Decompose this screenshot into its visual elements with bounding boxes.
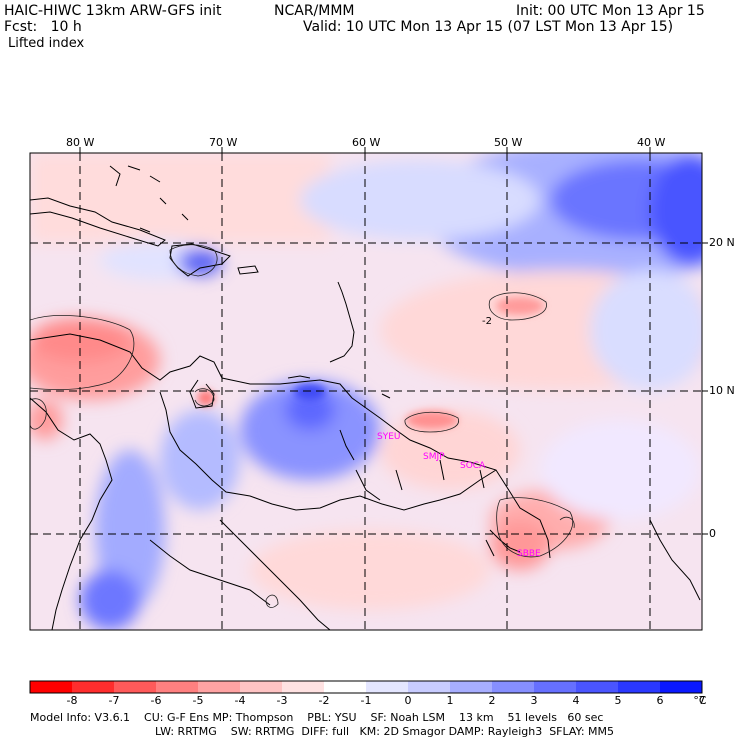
colorbar-swatch [576, 681, 619, 693]
lon-label-70w: 70 W [209, 136, 238, 149]
colorbar-swatch [492, 681, 535, 693]
contour-label: -2 [482, 316, 492, 327]
colorbar-frame [29, 680, 703, 694]
colorbar-swatch [534, 681, 577, 693]
lon-label-80w: 80 W [66, 136, 95, 149]
colorbar-unit: °C [693, 694, 707, 707]
colorbar-swatch [618, 681, 661, 693]
lat-label-10n: 10 N [709, 384, 735, 397]
model-info-line1: Model Info: V3.6.1 CU: G-F Ens MP: Thomp… [30, 711, 604, 724]
lat-lon-grid [30, 153, 702, 630]
org-label: NCAR/MMM [274, 3, 355, 19]
station-syeu: SYEU [377, 432, 401, 442]
colorbar-swatch [660, 681, 703, 693]
colorbar-tick-label: 4 [572, 694, 580, 707]
lifted-index-field [30, 153, 702, 630]
init-time: Init: 00 UTC Mon 13 Apr 15 [516, 3, 705, 19]
colorbar-tick-label: 7 [698, 694, 706, 707]
lon-label-50w: 50 W [494, 136, 523, 149]
colorbar-swatch [324, 681, 367, 693]
station-smjp: SMJP [423, 452, 445, 462]
colorbar [29, 680, 703, 694]
map-ticks [79, 147, 708, 535]
colorbar-swatch [198, 681, 241, 693]
colorbar-tick-label: 3 [530, 694, 538, 707]
valid-time: Valid: 10 UTC Mon 13 Apr 15 (07 LST Mon … [303, 19, 674, 35]
colorbar-swatch [408, 681, 451, 693]
contour-lines [30, 244, 575, 608]
colorbar-tick-label: 1 [446, 694, 454, 707]
colorbar-tick-label: -4 [234, 694, 246, 707]
colorbar-swatch [72, 681, 115, 693]
colorbar-swatch [450, 681, 493, 693]
colorbar-swatch [156, 681, 199, 693]
colorbar-tick-label: -7 [108, 694, 120, 707]
lon-label-60w: 60 W [352, 136, 381, 149]
colorbar-swatch [30, 681, 73, 693]
colorbar-tick-label: -5 [192, 694, 204, 707]
lat-label-0: 0 [709, 527, 716, 540]
lat-label-20n: 20 N [709, 236, 735, 249]
colorbar-swatch [240, 681, 283, 693]
colorbar-tick-label: 6 [656, 694, 664, 707]
colorbar-tick-label: -6 [150, 694, 162, 707]
colorbar-tick-label: -8 [66, 694, 78, 707]
colorbar-tick-label: 5 [614, 694, 622, 707]
colorbar-swatch [282, 681, 325, 693]
station-sbbe: SBBE [517, 549, 541, 559]
model-info-line2: LW: RRTMG SW: RRTMG DIFF: full KM: 2D Sm… [155, 725, 615, 738]
colorbar-tick-label: 0 [404, 694, 412, 707]
colorbar-tick-label: -3 [276, 694, 288, 707]
lon-label-40w: 40 W [637, 136, 666, 149]
colorbar-swatch [366, 681, 409, 693]
colorbar-tick-label: 2 [488, 694, 496, 707]
colorbar-swatch [114, 681, 157, 693]
coastlines [30, 165, 701, 630]
model-title: HAIC-HIWC 13km ARW-GFS init [4, 3, 222, 19]
field-name: Lifted index [8, 36, 85, 51]
colorbar-tick-label: 8 [732, 694, 740, 707]
forecast-hour: Fcst: 10 h [4, 19, 82, 35]
colorbar-tick-label: -1 [360, 694, 372, 707]
colorbar-tick-label: -2 [318, 694, 330, 707]
station-soca: SOCA [460, 461, 486, 471]
